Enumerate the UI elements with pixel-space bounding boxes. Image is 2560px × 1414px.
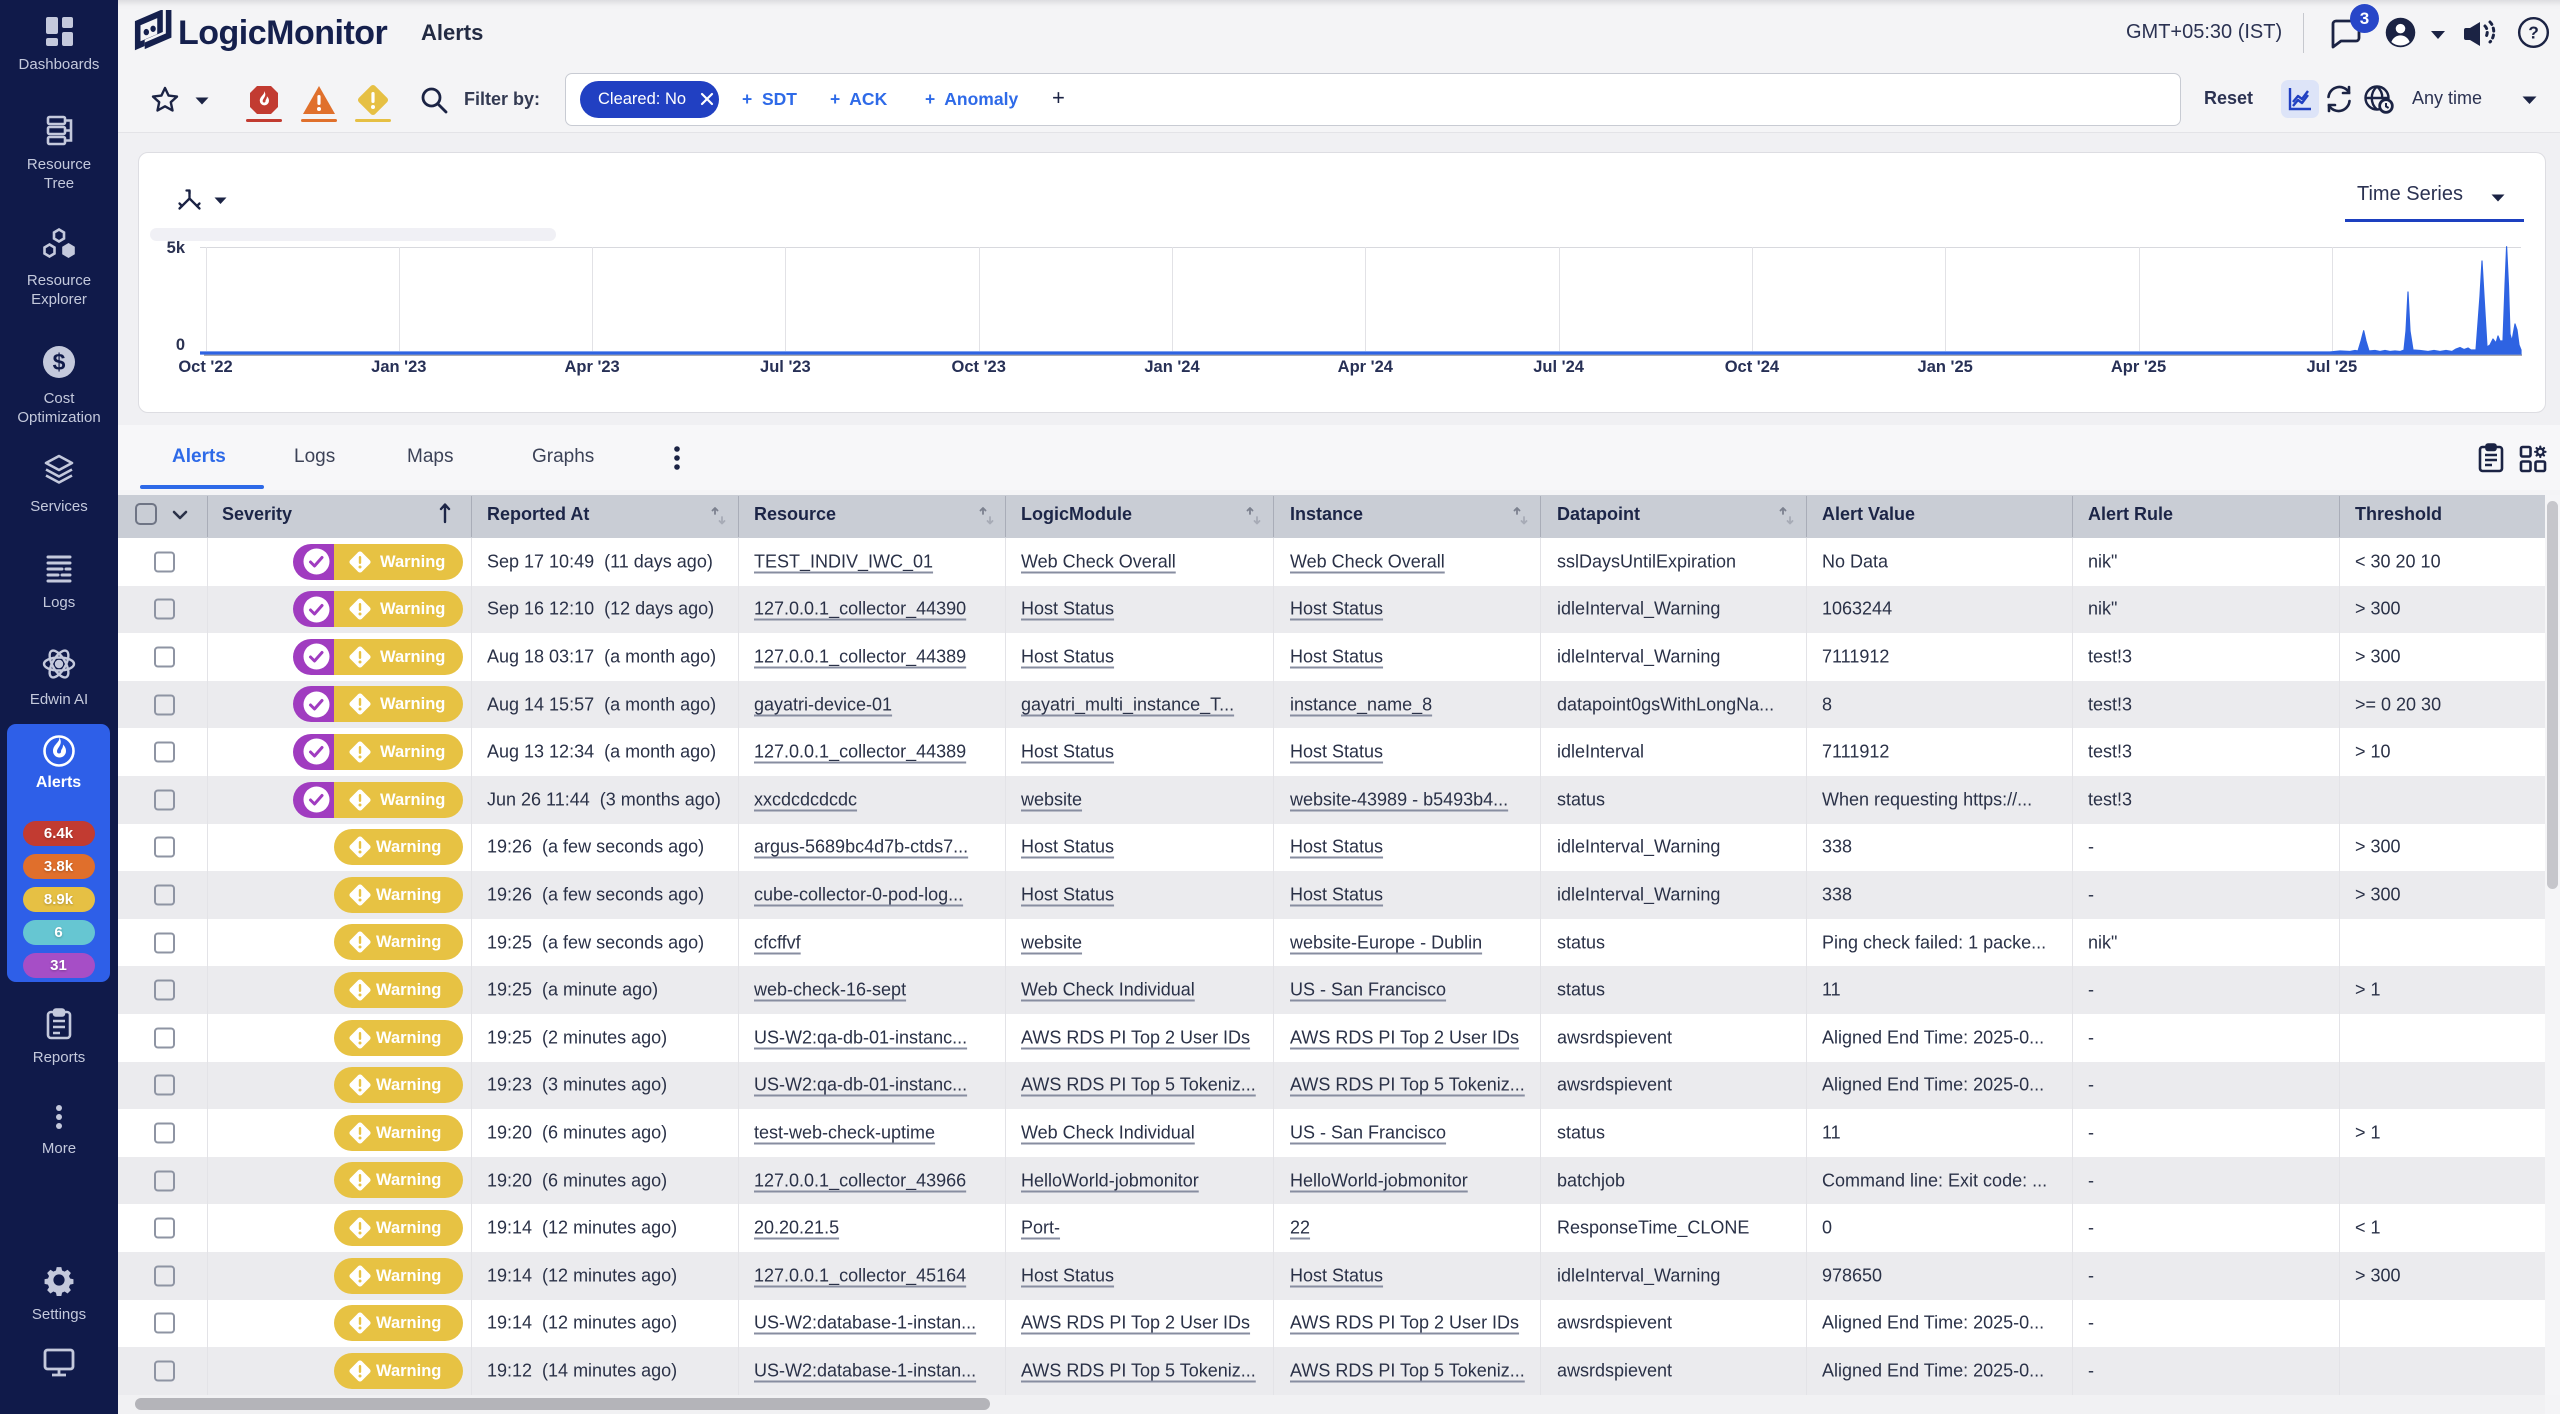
svg-text:?: ? bbox=[2528, 23, 2539, 43]
svg-text:$: $ bbox=[53, 349, 66, 375]
